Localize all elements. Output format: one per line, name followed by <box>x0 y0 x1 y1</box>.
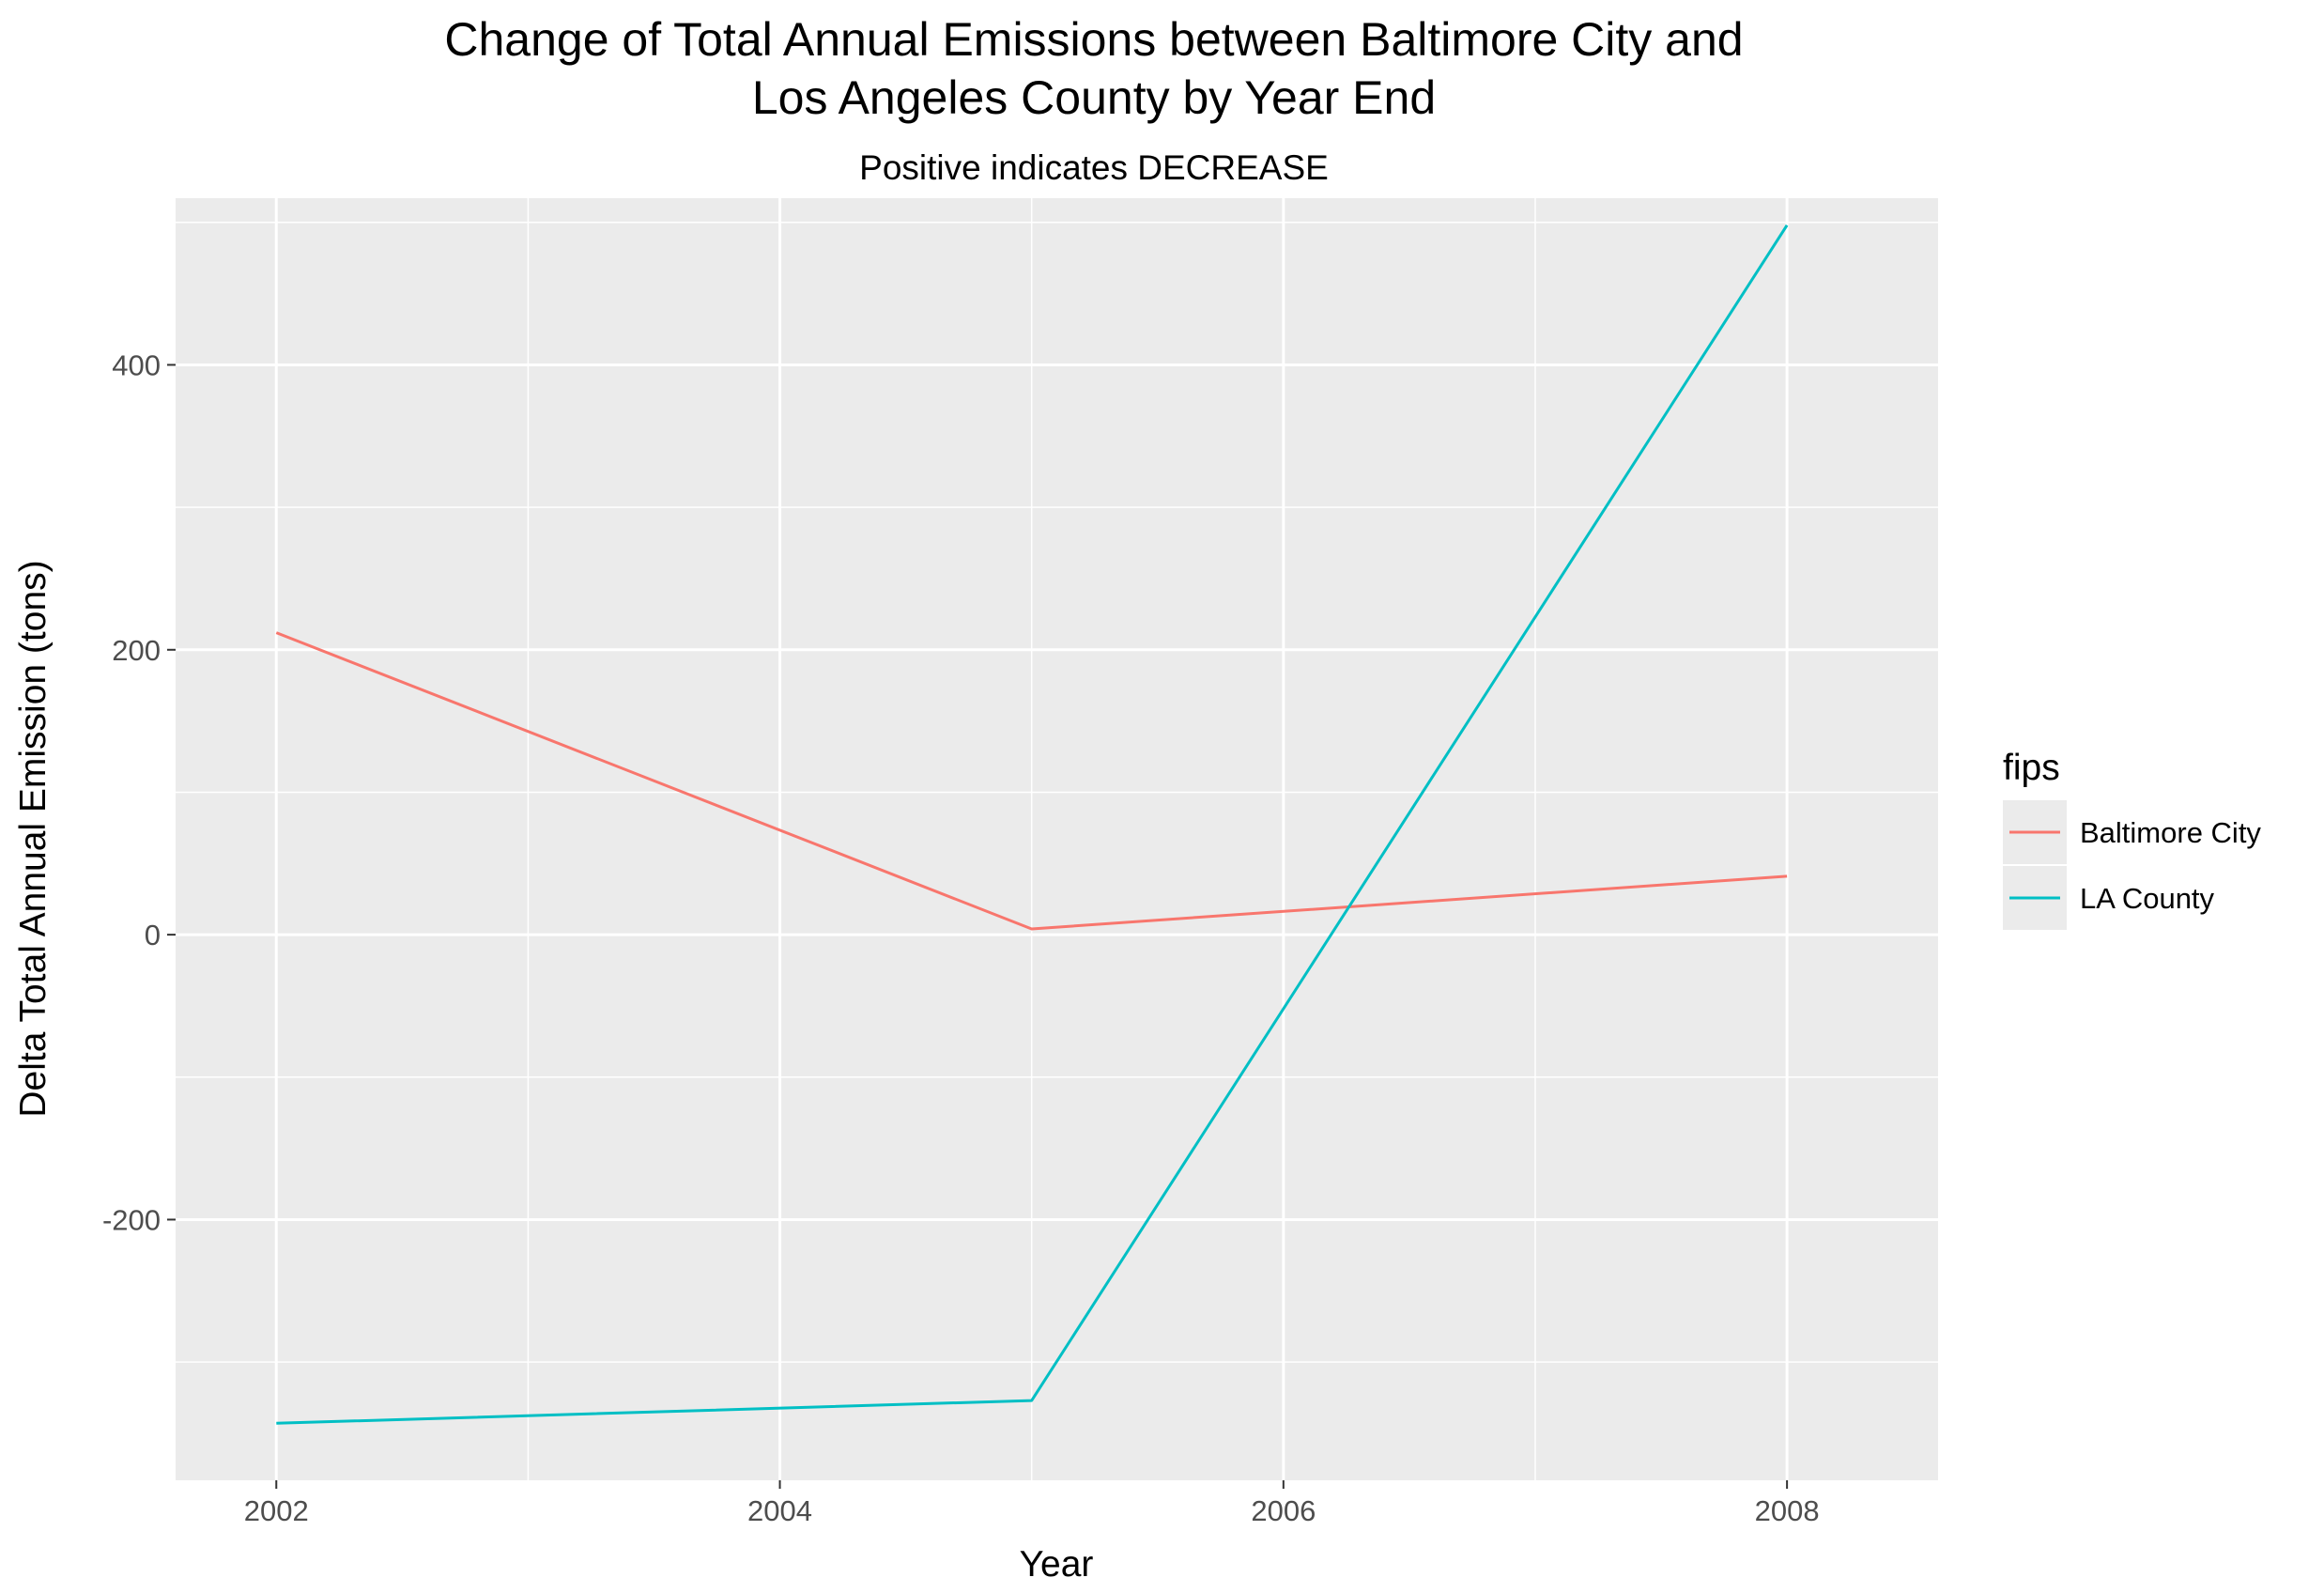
y-tick-label: 200 <box>112 634 161 667</box>
y-axis-title: Delta Total Annual Emission (tons) <box>13 560 54 1117</box>
legend: fips Baltimore City LA County <box>2003 748 2261 930</box>
series-lines <box>275 224 1789 1425</box>
chart-subtitle: Positive indicates DECREASE <box>859 148 1329 187</box>
x-axis: 2002 2004 2006 2008 <box>244 1480 1820 1527</box>
y-tick-label: 400 <box>112 348 161 381</box>
chart-title-line-1: Change of Total Annual Emissions between… <box>444 13 1743 66</box>
legend-title: fips <box>2003 748 2060 788</box>
y-axis: -200 0 200 400 <box>102 348 176 1236</box>
y-tick-label: -200 <box>102 1203 161 1236</box>
x-axis-title: Year <box>1020 1544 1094 1585</box>
x-tick-label: 2008 <box>1755 1494 1820 1527</box>
chart-title-line-2: Los Angeles County by Year End <box>752 71 1436 124</box>
series-line-la-county <box>276 224 1789 1425</box>
y-tick-label: 0 <box>145 919 161 951</box>
x-tick-label: 2002 <box>244 1494 309 1527</box>
x-tick-label: 2006 <box>1251 1494 1316 1527</box>
legend-label-baltimore-city: Baltimore City <box>2080 816 2261 849</box>
major-gridlines <box>176 198 1938 1480</box>
x-tick-label: 2004 <box>747 1494 812 1527</box>
legend-label-la-county: LA County <box>2080 882 2215 915</box>
plot-panel <box>176 198 1938 1480</box>
series-line-baltimore-city <box>275 631 1788 931</box>
minor-gridlines <box>176 198 1938 1480</box>
